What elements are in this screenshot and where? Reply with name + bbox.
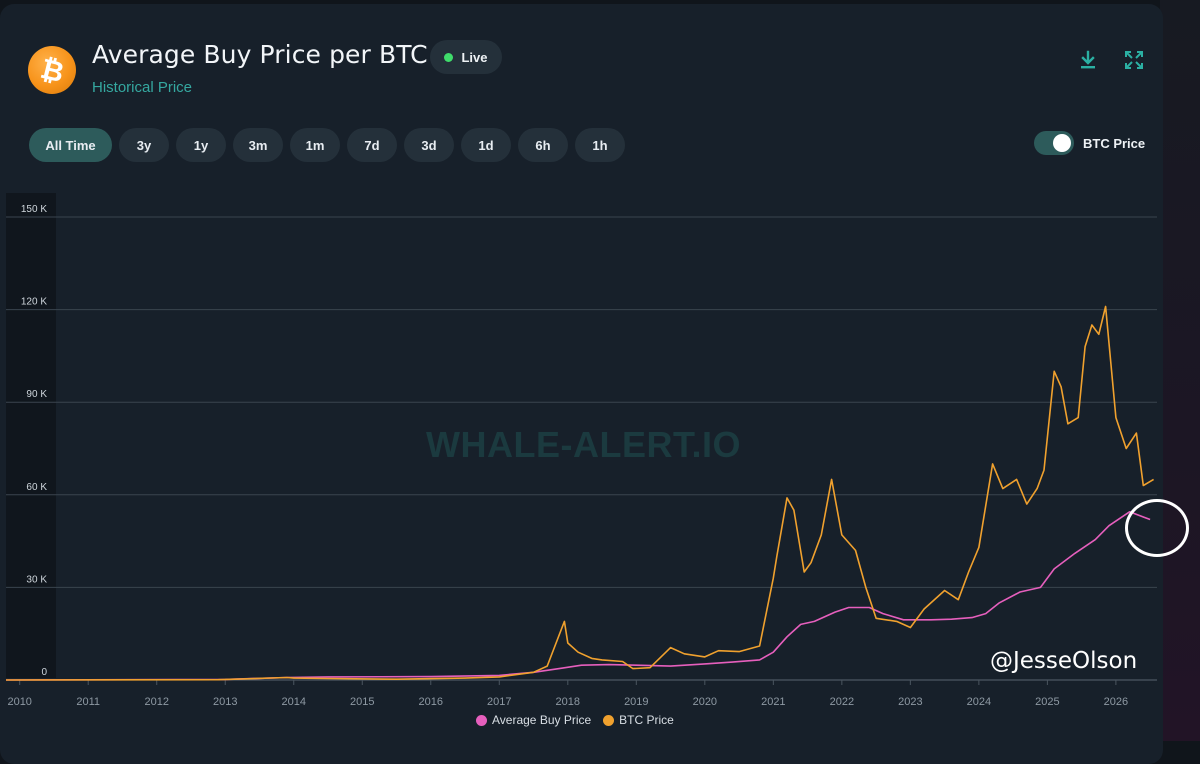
range-button[interactable]: 1d xyxy=(461,128,511,162)
range-button[interactable]: 3m xyxy=(233,128,283,162)
btc-price-toggle-label: BTC Price xyxy=(1083,136,1146,151)
x-tick-label: 2025 xyxy=(1035,696,1059,708)
x-tick-label: 2012 xyxy=(144,696,168,708)
legend-dot-btc xyxy=(603,714,615,726)
x-tick-label: 2022 xyxy=(830,696,854,708)
x-tick-label: 2016 xyxy=(419,696,443,708)
x-tick-label: 2021 xyxy=(761,696,785,708)
live-label: Live xyxy=(461,49,488,65)
price-chart: 0 30 K 60 K 90 K 120 K 150 K 2010 2011 2012 2013 2… xyxy=(5,204,1157,708)
x-tick-label: 2014 xyxy=(282,696,306,708)
range-button[interactable]: All Time xyxy=(29,128,112,162)
btc-price-line xyxy=(5,305,1155,681)
range-button[interactable]: 7d xyxy=(347,128,397,162)
y-tick-label: 0 xyxy=(41,667,47,678)
range-button[interactable]: 1m xyxy=(290,128,340,162)
y-tick-label: 90 K xyxy=(26,389,47,400)
chart-legend: Average Buy Price BTC Price xyxy=(476,713,674,727)
legend-item-average-buy-price[interactable]: Average Buy Price xyxy=(476,713,591,727)
download-icon[interactable] xyxy=(1077,49,1099,71)
legend-label: BTC Price xyxy=(619,713,674,727)
x-tick-label: 2018 xyxy=(556,696,580,708)
x-tick-label: 2023 xyxy=(898,696,922,708)
y-tick-label: 120 K xyxy=(21,297,47,308)
page-subtitle: Historical Price xyxy=(92,79,193,96)
btc-price-toggle[interactable] xyxy=(1034,131,1074,155)
y-tick-label: 150 K xyxy=(21,204,47,215)
range-button[interactable]: 6h xyxy=(518,128,568,162)
average-buy-price-line xyxy=(5,510,1151,681)
side-strip xyxy=(1160,0,1200,741)
range-button[interactable]: 3d xyxy=(404,128,454,162)
x-tick-label: 2019 xyxy=(624,696,648,708)
legend-label: Average Buy Price xyxy=(492,713,592,727)
x-tick-label: 2010 xyxy=(7,696,31,708)
highlight-circle-annotation xyxy=(1125,499,1189,557)
page-title: Average Buy Price per BTC xyxy=(92,40,428,69)
range-button[interactable]: 3y xyxy=(119,128,169,162)
bitcoin-logo-icon: ₿ xyxy=(28,46,76,94)
x-tick-label: 2020 xyxy=(693,696,717,708)
author-handle: @JesseOlson xyxy=(990,648,1138,674)
legend-dot-average xyxy=(476,714,487,726)
x-tick-label: 2015 xyxy=(350,696,374,708)
legend-item-btc-price[interactable]: BTC Price xyxy=(603,713,674,727)
range-button[interactable]: 1y xyxy=(176,128,226,162)
live-dot-icon xyxy=(444,52,454,62)
x-tick-label: 2017 xyxy=(487,696,511,708)
x-tick-label: 2026 xyxy=(1104,696,1128,708)
fullscreen-icon[interactable] xyxy=(1123,49,1145,71)
watermark: WHALE-ALERT.IO xyxy=(426,424,741,465)
live-badge: Live xyxy=(430,40,502,74)
x-tick-label: 2024 xyxy=(967,696,991,708)
y-axis-panel xyxy=(6,193,56,678)
y-tick-label: 30 K xyxy=(26,574,47,585)
x-tick-label: 2013 xyxy=(213,696,237,708)
toggle-knob xyxy=(1053,134,1071,152)
y-tick-label: 60 K xyxy=(26,482,47,493)
x-tick-label: 2011 xyxy=(76,696,100,708)
range-button[interactable]: 1h xyxy=(575,128,625,162)
